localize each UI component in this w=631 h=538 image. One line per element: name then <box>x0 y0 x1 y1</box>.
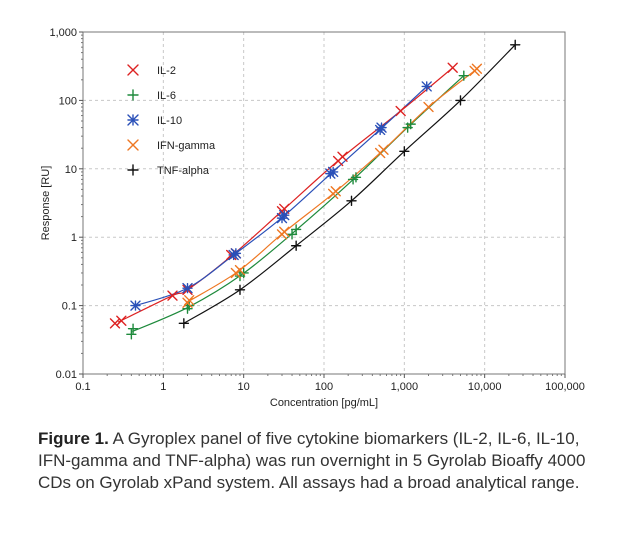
data-point <box>184 294 195 306</box>
data-point <box>116 315 127 326</box>
data-point <box>376 122 387 133</box>
x-axis-label: Concentration [pg/mL] <box>270 397 378 409</box>
chart-grid <box>83 32 565 374</box>
y-tick-label: 100 <box>59 95 77 107</box>
x-tick-label: 0.1 <box>75 381 90 393</box>
y-tick-label: 0.01 <box>56 369 77 381</box>
data-point <box>395 105 406 117</box>
data-point <box>447 62 458 73</box>
data-point <box>346 195 357 207</box>
data-point <box>234 284 246 296</box>
legend-label: IL-2 <box>157 65 176 77</box>
data-point <box>234 264 246 276</box>
legend-item: TNF-alpha <box>127 164 210 177</box>
data-point <box>182 282 193 294</box>
x-tick-label: 1 <box>160 381 166 393</box>
y-tick-label: 1,000 <box>49 27 77 39</box>
data-point <box>279 209 290 221</box>
data-point <box>184 300 195 311</box>
x-tick-label: 1,000 <box>391 381 419 393</box>
data-point <box>127 139 139 151</box>
data-point <box>167 290 178 301</box>
y-tick-label: 10 <box>65 164 77 176</box>
x-tick-label: 100,000 <box>545 381 585 393</box>
data-point <box>127 114 139 126</box>
data-point <box>230 248 242 259</box>
series-markers <box>109 39 521 340</box>
x-tick-label: 10 <box>238 381 250 393</box>
data-point <box>337 151 348 162</box>
data-point <box>109 318 121 329</box>
data-point <box>455 95 466 106</box>
data-point <box>458 70 470 81</box>
data-point <box>126 329 137 340</box>
data-point <box>127 323 139 334</box>
series-line-il-2 <box>117 67 454 323</box>
data-point <box>330 186 341 197</box>
data-point <box>127 164 139 176</box>
data-point <box>290 240 302 251</box>
data-point <box>279 226 290 237</box>
legend-label: IL-10 <box>157 115 182 127</box>
data-point <box>510 39 521 50</box>
legend-item: IL-2 <box>127 64 176 77</box>
x-tick-label: 100 <box>315 381 333 393</box>
legend-item: IL-10 <box>127 114 182 127</box>
caption-text: A Gyroplex panel of five cytokine biomar… <box>38 429 586 492</box>
data-point <box>130 300 141 311</box>
data-point <box>471 63 483 74</box>
legend-item: IL-6 <box>127 89 176 102</box>
legend-label: IL-6 <box>157 90 176 102</box>
figure-caption: Figure 1. A Gyroplex panel of five cytok… <box>38 428 598 494</box>
data-point <box>327 166 339 178</box>
caption-label: Figure 1. <box>38 429 109 448</box>
series-curves <box>117 44 516 333</box>
data-point <box>421 81 432 92</box>
y-tick-label: 0.1 <box>62 301 77 313</box>
legend-item: IFN-gamma <box>127 139 216 152</box>
data-point <box>127 89 139 101</box>
legend-label: TNF-alpha <box>157 165 210 177</box>
y-axis-label: Response [RU] <box>40 166 52 241</box>
data-point <box>405 118 416 130</box>
y-tick-label: 1 <box>71 232 77 244</box>
data-point <box>286 229 298 240</box>
x-tick-label: 10,000 <box>468 381 502 393</box>
series-line-tnf-alpha <box>183 44 516 324</box>
data-point <box>290 224 302 235</box>
data-point <box>127 64 139 76</box>
data-point <box>399 146 410 157</box>
legend-label: IFN-gamma <box>157 140 216 152</box>
data-point <box>378 144 389 155</box>
data-point <box>350 172 362 183</box>
data-point <box>423 101 434 113</box>
legend: IL-2 IL-6 IL-10 IFN-gamma TNF-alpha <box>127 64 216 177</box>
data-point <box>178 318 190 329</box>
